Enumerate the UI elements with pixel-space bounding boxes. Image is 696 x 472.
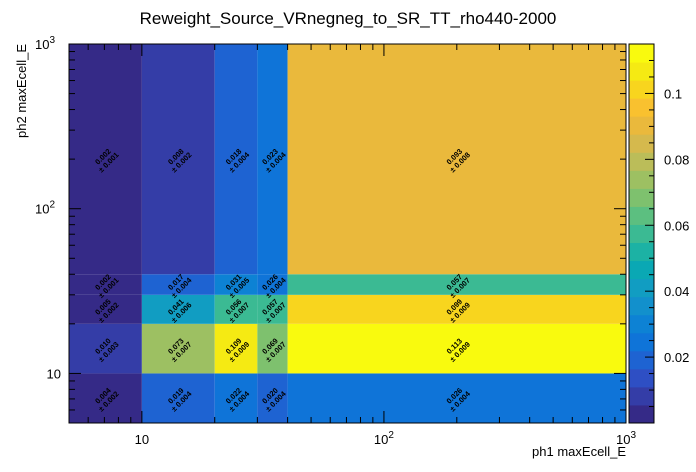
- y-tick-label: 102: [35, 200, 55, 217]
- color-scale-step: [629, 242, 654, 262]
- color-scale-step: [629, 404, 654, 424]
- color-scale-label: 0.1: [664, 86, 682, 101]
- heatmap-cell: [214, 44, 258, 275]
- y-tick-label: 10: [47, 366, 61, 381]
- heatmap-cell: [287, 323, 626, 374]
- plot-frame: [68, 43, 627, 424]
- heatmap-cell: [257, 44, 288, 275]
- heatmap-cell: [69, 44, 142, 275]
- color-scale-step: [629, 116, 654, 135]
- color-scale-step: [629, 152, 654, 171]
- heatmap-cell: [69, 274, 142, 295]
- heatmap-cell: [141, 323, 215, 374]
- heatmap-cell: [214, 274, 258, 295]
- color-scale-step: [629, 260, 654, 280]
- y-tick-exponent: 3: [49, 35, 55, 46]
- x-axis-title: ph1 maxEcell_E: [532, 444, 626, 459]
- color-scale-step: [629, 386, 654, 406]
- heatmap-cell: [69, 373, 142, 423]
- heatmap-cell: [141, 274, 215, 295]
- color-scale-step: [629, 170, 654, 189]
- y-axis-title: ph2 maxEcell_E: [14, 44, 29, 138]
- x-tick-exponent: 3: [630, 430, 636, 441]
- heatmap-cell: [141, 44, 215, 275]
- heatmap-cell: [141, 373, 215, 423]
- color-scale-step: [629, 62, 654, 81]
- heatmap-cell: [257, 274, 288, 295]
- color-scale-step: [629, 188, 654, 207]
- color-scale-step: [629, 98, 654, 117]
- color-scale-step: [629, 332, 654, 352]
- heatmap-cell: [141, 294, 215, 324]
- color-scale-step: [629, 296, 654, 316]
- color-scale-step: [629, 134, 654, 153]
- heatmap-cell: [214, 323, 258, 374]
- x-tick-label: 102: [374, 430, 394, 447]
- x-tick-label: 10: [135, 432, 149, 447]
- y-tick-exponent: 2: [49, 200, 55, 211]
- heatmap-cell: [287, 274, 626, 295]
- color-scale-step: [629, 314, 654, 334]
- color-scale-step: [629, 80, 654, 99]
- color-scale-frame: [628, 43, 655, 424]
- color-scale-step: [629, 278, 654, 298]
- heatmap-cell: [69, 294, 142, 324]
- y-tick-label: 103: [35, 35, 55, 52]
- color-scale-label: 0.04: [664, 284, 689, 299]
- heatmap-cell: [257, 294, 288, 324]
- color-scale-step: [629, 368, 654, 388]
- heatmap-cells: [69, 44, 626, 423]
- heatmap-cell: [257, 323, 288, 374]
- heatmap-cell: [69, 323, 142, 374]
- heatmap-cell: [287, 294, 626, 324]
- color-scale-step: [629, 224, 654, 244]
- color-scale-step: [629, 350, 654, 370]
- color-scale-step: [629, 44, 654, 63]
- heatmap-cell: [257, 373, 288, 423]
- x-tick-exponent: 2: [388, 430, 394, 441]
- color-scale-label: 0.08: [664, 152, 689, 167]
- color-scale-step: [629, 206, 654, 225]
- color-scale-label: 0.06: [664, 218, 689, 233]
- heatmap-cell: [214, 294, 258, 324]
- heatmap-cell: [287, 373, 626, 423]
- color-scale: 0.02 0.04 0.06 0.08 0.1: [628, 43, 689, 424]
- chart-title: Reweight_Source_VRnegneg_to_SR_TT_rho440…: [140, 9, 557, 28]
- heatmap-cell: [287, 44, 626, 275]
- heatmap-cell: [214, 373, 258, 423]
- color-scale-label: 0.02: [664, 350, 689, 365]
